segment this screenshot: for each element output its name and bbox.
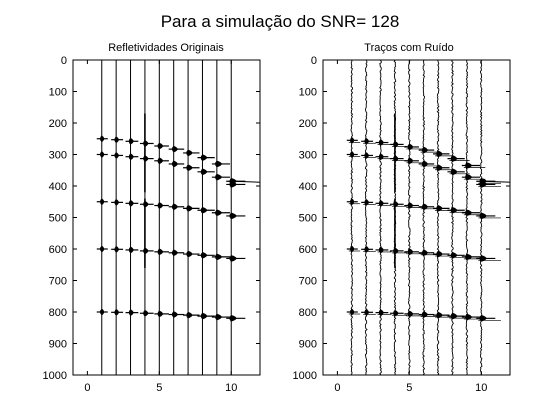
y-tick-label: 600 (299, 244, 317, 256)
panel-title-original: Refletividades Originais (108, 42, 224, 54)
figure-title: Para a simulação do SNR= 128 (161, 12, 400, 31)
y-tick-label: 1000 (293, 370, 317, 382)
y-tick-label: 900 (49, 339, 67, 351)
x-tick-label: 0 (84, 382, 90, 394)
y-tick-label: 200 (49, 118, 67, 130)
y-tick-label: 1000 (43, 370, 67, 382)
y-tick-label: 100 (299, 87, 317, 99)
x-tick-label: 5 (156, 382, 162, 394)
y-tick-label: 700 (49, 276, 67, 288)
y-tick-label: 200 (299, 118, 317, 130)
y-tick-label: 400 (299, 181, 317, 193)
panel-noisy-traces: Traços com Ruído 01002003004005006007008… (293, 42, 510, 394)
panel-title-noisy: Traços com Ruído (364, 42, 453, 54)
y-tick-label: 100 (49, 87, 67, 99)
y-tick-label: 300 (299, 150, 317, 162)
y-tick-label: 300 (49, 150, 67, 162)
y-tick-label: 700 (299, 276, 317, 288)
x-tick-label: 5 (406, 382, 412, 394)
y-tick-label: 0 (61, 55, 67, 67)
y-tick-label: 600 (49, 244, 67, 256)
x-tick-label: 10 (475, 382, 487, 394)
y-tick-label: 400 (49, 181, 67, 193)
y-tick-label: 500 (49, 213, 67, 225)
y-tick-label: 800 (299, 307, 317, 319)
x-tick-label: 10 (225, 382, 237, 394)
panel-original-reflectivities: Refletividades Originais 010020030040050… (43, 42, 260, 394)
y-tick-label: 0 (311, 55, 317, 67)
y-tick-label: 900 (299, 339, 317, 351)
x-tick-label: 0 (334, 382, 340, 394)
y-tick-label: 800 (49, 307, 67, 319)
y-tick-label: 500 (299, 213, 317, 225)
